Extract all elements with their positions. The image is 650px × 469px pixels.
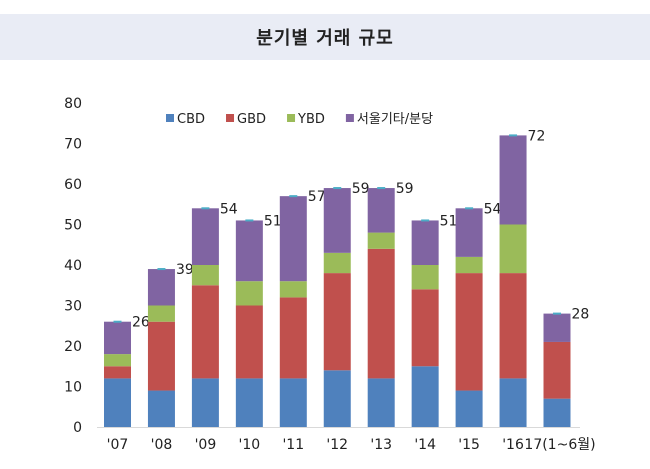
- y-tick-label: 30: [64, 299, 82, 315]
- bar-segment-GBD: [104, 366, 131, 379]
- x-tick-label: '12: [326, 437, 348, 453]
- bar-segment-GBD: [367, 248, 395, 379]
- bar-segment-CBD: [411, 366, 439, 427]
- legend-label: 서울기타/분당: [357, 112, 433, 127]
- bar-segment-CBD: [499, 378, 527, 427]
- y-tick-label: 60: [64, 177, 82, 193]
- bar-segment-YBD: [323, 252, 351, 274]
- y-tick-label: 70: [64, 137, 82, 153]
- x-tick-label: '11: [282, 437, 304, 453]
- bar-segment-서울기타/분당: [499, 135, 527, 225]
- total-data-label: 57: [308, 189, 326, 205]
- x-tick-label: 17(1~6월): [524, 437, 595, 453]
- bar-segment-GBD: [235, 305, 263, 379]
- x-tick-label: '13: [370, 437, 392, 453]
- bar-segment-CBD: [455, 390, 483, 427]
- bar-segment-CBD: [543, 398, 571, 427]
- bar-segment-서울기타/분당: [367, 188, 395, 233]
- total-data-label: 26: [132, 315, 150, 331]
- bar-segment-서울기타/분당: [411, 220, 439, 265]
- bar-segment-YBD: [499, 224, 527, 274]
- y-tick-label: 10: [64, 380, 82, 396]
- y-tick-label: 80: [64, 96, 82, 112]
- bar-segment-CBD: [323, 370, 351, 427]
- legend-swatch-CBD: [166, 114, 174, 122]
- bar-segment-CBD: [191, 378, 219, 427]
- bar-segment-YBD: [104, 354, 131, 367]
- legend-swatch-GBD: [226, 114, 235, 122]
- bar-segment-GBD: [455, 273, 483, 391]
- bar-segment-CBD: [279, 378, 307, 427]
- bar-segment-CBD: [104, 378, 131, 427]
- bar-segment-GBD: [191, 285, 219, 379]
- y-tick-label: 20: [64, 339, 82, 355]
- legend-label: GBD: [237, 112, 266, 127]
- bar-segment-CBD: [367, 378, 395, 427]
- total-data-label: 54: [484, 201, 502, 217]
- bar-segment-서울기타/분당: [543, 313, 571, 342]
- bar-segment-GBD: [147, 321, 175, 391]
- bar-segment-서울기타/분당: [455, 208, 483, 257]
- legend-swatch-서울기타/분당: [345, 114, 354, 122]
- bar-segment-서울기타/분당: [191, 208, 219, 265]
- total-data-label: 59: [396, 181, 414, 197]
- total-data-label: 28: [572, 307, 590, 323]
- total-data-label: 51: [264, 213, 282, 229]
- legend-label: YBD: [297, 112, 325, 127]
- legend-swatch-YBD: [287, 114, 296, 122]
- total-data-label: 59: [352, 181, 370, 197]
- chart-title-bar: 분기별 거래 규모: [0, 14, 650, 60]
- x-tick-label: '16: [502, 437, 524, 453]
- bar-segment-서울기타/분당: [279, 196, 307, 282]
- bar-segment-GBD: [279, 297, 307, 379]
- bar-segment-CBD: [147, 390, 175, 427]
- bar-segment-서울기타/분당: [104, 321, 131, 355]
- x-tick-label: '08: [151, 437, 173, 453]
- x-tick-label: '07: [107, 437, 129, 453]
- bar-segment-YBD: [279, 281, 307, 298]
- bar-segment-GBD: [499, 273, 527, 379]
- y-tick-label: 50: [64, 218, 82, 234]
- y-tick-label: 0: [73, 420, 82, 436]
- bar-segment-CBD: [235, 378, 263, 427]
- bar-segment-YBD: [191, 265, 219, 286]
- bar-segment-YBD: [147, 305, 175, 322]
- total-data-label: 72: [528, 128, 546, 144]
- legend-label: CBD: [177, 112, 205, 127]
- bar-segment-YBD: [367, 232, 395, 249]
- bar-segment-YBD: [455, 256, 483, 274]
- x-tick-label: '10: [239, 437, 261, 453]
- bar-segment-서울기타/분당: [235, 220, 263, 282]
- total-data-label: 54: [220, 201, 238, 217]
- bar-segment-YBD: [411, 265, 439, 290]
- chart-title: 분기별 거래 규모: [256, 28, 394, 49]
- bar-segment-서울기타/분당: [147, 269, 175, 306]
- x-tick-label: '14: [414, 437, 436, 453]
- x-tick-label: '15: [458, 437, 480, 453]
- y-tick-label: 40: [64, 258, 82, 274]
- bar-segment-YBD: [235, 281, 263, 306]
- total-data-label: 39: [176, 262, 194, 278]
- bar-segment-GBD: [323, 273, 351, 371]
- bar-segment-GBD: [543, 341, 571, 399]
- total-data-label: 51: [440, 213, 458, 229]
- bar-segment-서울기타/분당: [323, 188, 351, 253]
- x-tick-label: '09: [195, 437, 217, 453]
- bar-segment-GBD: [411, 289, 439, 367]
